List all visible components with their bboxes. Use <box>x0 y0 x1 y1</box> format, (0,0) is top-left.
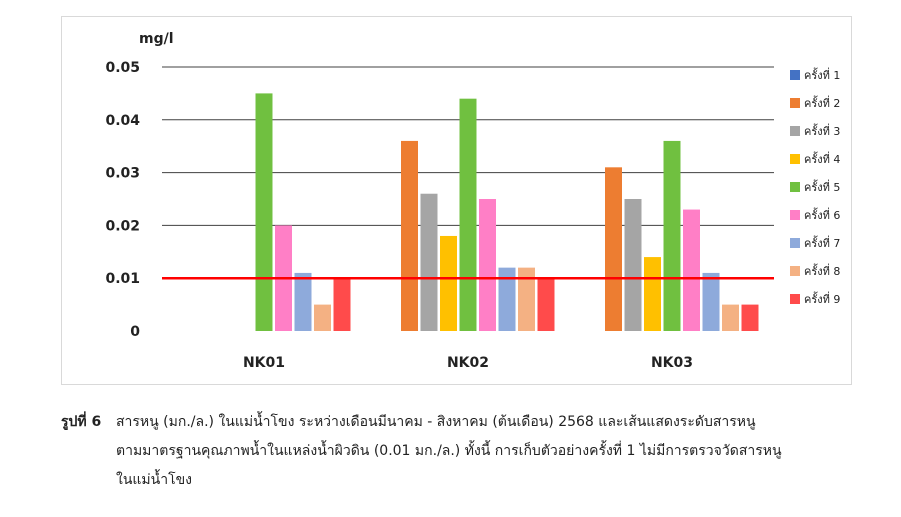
bars <box>255 93 759 332</box>
legend-label: ครั้งที่ 1 <box>804 67 840 82</box>
y-tick-label: 0.02 <box>105 218 140 234</box>
bar <box>722 304 739 331</box>
legend-swatch <box>790 182 800 192</box>
legend-label: ครั้งที่ 7 <box>804 235 840 250</box>
legend-label: ครั้งที่ 6 <box>804 207 840 222</box>
y-axis-ticks: 0 0.01 0.02 0.03 0.04 0.05 <box>105 60 140 340</box>
bar <box>702 272 720 331</box>
caption-label: รูปที่ 6 <box>61 414 102 430</box>
bar <box>605 167 622 331</box>
legend-swatch <box>790 70 800 80</box>
y-tick-label: 0.05 <box>105 60 140 76</box>
bar <box>255 93 273 332</box>
y-tick-label: 0.01 <box>105 271 140 287</box>
legend-swatch <box>790 154 800 164</box>
bar <box>314 304 331 331</box>
legend-label: ครั้งที่ 5 <box>804 179 840 194</box>
legend-label: ครั้งที่ 3 <box>804 123 840 138</box>
y-unit-label: mg/l <box>139 31 174 47</box>
caption-line-1: สารหนู (มก./ล.) ในแม่น้ำโขง ระหว่างเดือน… <box>116 414 756 430</box>
y-tick-label: 0 <box>130 324 140 340</box>
legend-label: ครั้งที่ 9 <box>804 291 840 306</box>
figure-caption: รูปที่ 6 สารหนู (มก./ล.) ในแม่น้ำโขง ระหว… <box>61 408 861 495</box>
caption-line-3: ในแม่น้ำโขง <box>116 472 193 488</box>
y-tick-label: 0.03 <box>105 166 140 182</box>
bar <box>294 272 312 331</box>
legend-swatch <box>790 266 800 276</box>
bar-chart: 0 0.01 0.02 0.03 0.04 0.05 NK01 NK02 NK03 ครั้ง… <box>105 31 840 371</box>
legend-label: ครั้งที่ 8 <box>804 263 840 278</box>
bar <box>741 304 759 331</box>
bar <box>459 98 477 332</box>
x-category-label: NK03 <box>651 355 693 371</box>
bar <box>440 235 457 331</box>
x-category-label: NK02 <box>447 355 489 371</box>
legend-swatch <box>790 238 800 248</box>
legend: ครั้งที่ 1 ครั้งที่ 2 ครั้งที่ 3 ครั้งที่ 4… <box>790 67 840 306</box>
x-axis-categories: NK01 NK02 NK03 <box>243 355 693 371</box>
legend-swatch <box>790 294 800 304</box>
bar <box>624 199 642 331</box>
bar <box>420 193 438 331</box>
bar <box>333 278 351 331</box>
legend-swatch <box>790 210 800 220</box>
bar <box>644 257 661 331</box>
bar <box>401 140 418 331</box>
chart-frame: 0 0.01 0.02 0.03 0.04 0.05 NK01 NK02 NK03 ครั้ง… <box>61 16 852 385</box>
bar <box>683 209 700 331</box>
bar <box>498 267 516 331</box>
bar <box>663 140 681 331</box>
legend-label: ครั้งที่ 4 <box>804 151 840 166</box>
bar <box>518 267 535 331</box>
legend-label: ครั้งที่ 2 <box>804 95 840 110</box>
y-tick-label: 0.04 <box>105 113 140 129</box>
bar <box>479 199 496 331</box>
x-category-label: NK01 <box>243 355 285 371</box>
caption-line-2: ตามมาตรฐานคุณภาพน้ำในแหล่งน้ำผิวดิน (0.0… <box>116 443 782 459</box>
legend-swatch <box>790 98 800 108</box>
legend-swatch <box>790 126 800 136</box>
bar <box>537 278 555 331</box>
